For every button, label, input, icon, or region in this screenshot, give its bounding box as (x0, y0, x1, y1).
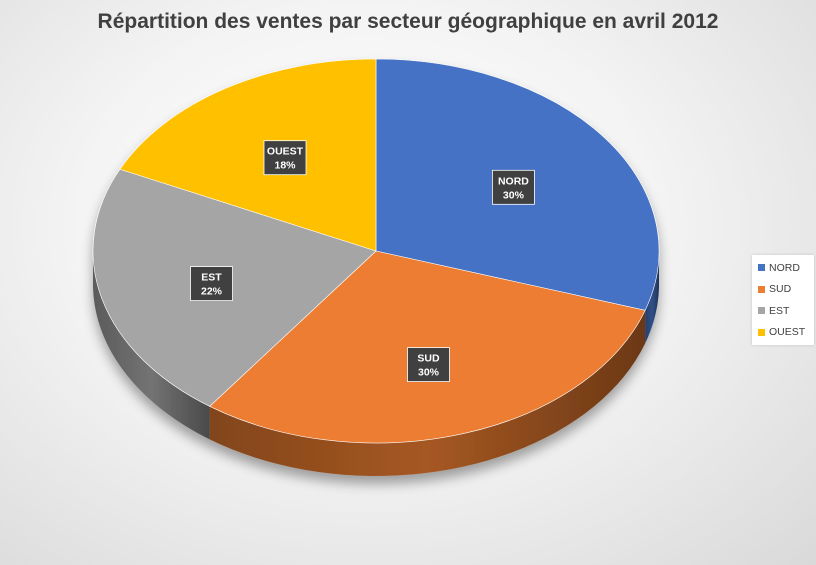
pie-slice-ouest (119, 58, 377, 252)
data-label-category: OUEST (267, 146, 304, 158)
chart-legend: NORD SUD EST OUEST (752, 255, 814, 345)
legend-swatch (758, 328, 765, 336)
data-label-value: 22% (201, 286, 223, 298)
pie-side-sud (209, 310, 646, 476)
legend-label: OUEST (769, 326, 806, 339)
legend-swatch (758, 307, 765, 315)
pie-side-nord (645, 251, 659, 344)
chart-title: Répartition des ventes par secteur géogr… (97, 10, 719, 33)
legend-item-est: EST (758, 300, 814, 322)
data-label-value: 18% (274, 160, 296, 172)
pie-side-est (93, 251, 210, 440)
data-label-box (263, 140, 307, 176)
data-label-category: EST (201, 272, 222, 284)
pie-slice-sud (209, 250, 646, 444)
data-label-box (190, 266, 233, 302)
legend-label: EST (769, 304, 790, 317)
legend-swatch (758, 264, 765, 272)
data-labels: NORD 30% SUD 30% EST 22% OUEST 18% (190, 140, 535, 383)
data-label-value: 30% (503, 189, 525, 201)
data-label-box (491, 169, 535, 205)
data-label-nord: NORD 30% (491, 169, 535, 205)
legend-item-ouest: OUEST (758, 322, 814, 344)
data-label-est: EST 22% (190, 266, 233, 302)
legend-item-nord: NORD (758, 257, 814, 279)
data-label-sud: SUD 30% (407, 347, 450, 383)
data-label-box (407, 347, 450, 383)
legend-swatch (758, 285, 765, 293)
data-label-value: 30% (418, 367, 440, 379)
data-label-category: NORD (498, 175, 529, 187)
legend-label: SUD (769, 283, 792, 296)
legend-label: NORD (769, 261, 800, 274)
data-label-ouest: OUEST 18% (263, 140, 307, 176)
legend-item-sud: SUD (758, 279, 814, 301)
pie-group (92, 58, 660, 476)
data-label-category: SUD (417, 353, 440, 365)
